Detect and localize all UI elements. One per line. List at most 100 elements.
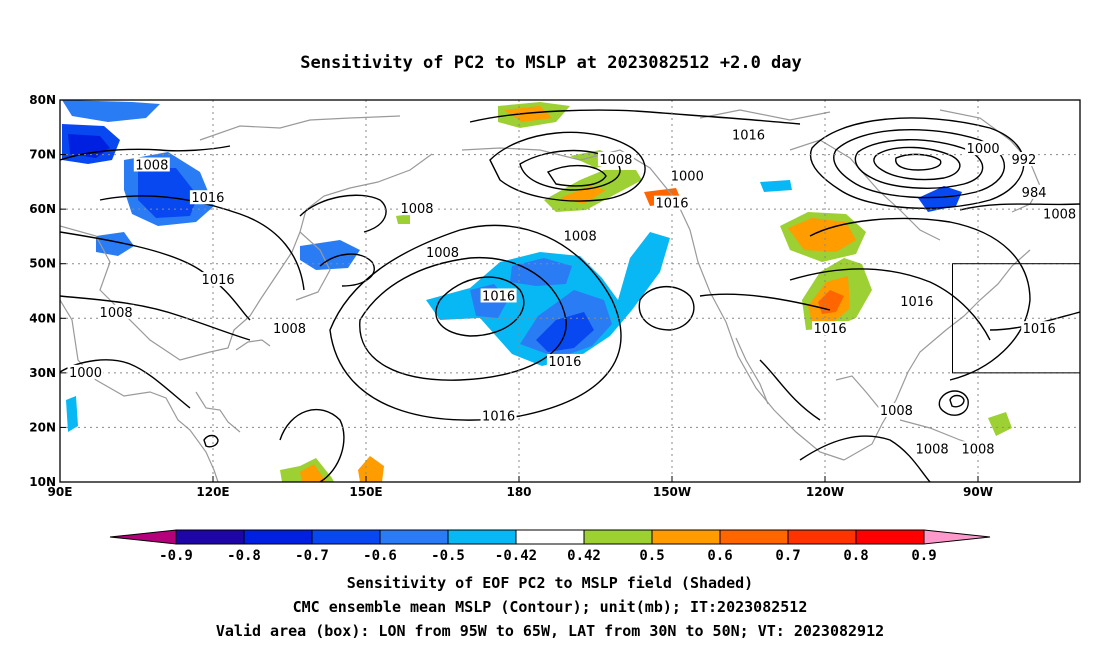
isobar-contour <box>759 359 821 421</box>
colorbar-upper-arrow <box>923 529 991 545</box>
contour-label-background <box>98 304 135 319</box>
contour-label: 992 <box>1011 153 1036 168</box>
colorbar-swatch <box>719 529 789 545</box>
contour-label-background <box>546 353 583 368</box>
colorbar-swatch <box>243 529 313 545</box>
north-america-east-coastline <box>843 249 1031 461</box>
colorbar-swatch <box>855 529 925 545</box>
lon-tick-label: 150W <box>653 485 691 499</box>
contour-label: 1008 <box>1043 208 1076 223</box>
contour-label-background <box>965 141 1002 156</box>
isobar-contour <box>319 253 375 287</box>
colorbar-swatch <box>515 529 585 545</box>
figure-title: Sensitivity of PC2 to MSLP at 2023082512… <box>300 53 802 73</box>
colorbar-swatch <box>311 529 381 545</box>
lat-tick-label: 50N <box>29 257 56 271</box>
contour-label: 1016 <box>900 295 933 310</box>
latitude-axis: 80N 70N 60N 50N 40N 30N 20N 10N <box>29 93 66 489</box>
colorbar: -0.9 -0.8 -0.7 -0.6 -0.5 -0.42 0.42 0.5 0.6 0.7 0.… <box>109 529 991 564</box>
contour-label: 1016 <box>202 273 235 288</box>
colorbar-swatch <box>175 529 245 545</box>
isobar-contour <box>60 231 251 321</box>
contour-label-background <box>562 228 599 243</box>
contour-label: 1008 <box>273 322 306 337</box>
footer-line-1: Sensitivity of EOF PC2 to MSLP field (Sh… <box>347 574 753 592</box>
colorbar-swatch <box>787 529 857 545</box>
contour-label-background <box>399 201 435 216</box>
isobar-contour <box>789 268 991 341</box>
contour-label: 1000 <box>967 142 1000 157</box>
negative-sensitivity-patch <box>66 396 78 432</box>
isobar-contour <box>799 435 931 482</box>
philippines-coastline <box>195 391 241 433</box>
isobar-contour <box>99 195 305 291</box>
isobar-contour <box>809 217 1031 381</box>
contour-label-background <box>200 272 237 287</box>
colorbar-swatch <box>447 529 517 545</box>
contour-label-background <box>878 403 915 418</box>
isobar-contour <box>469 109 801 125</box>
contour-label: 1016 <box>655 197 688 212</box>
low-pressure-contour <box>519 149 621 191</box>
contour-label-background <box>480 408 517 423</box>
south-asia-coastline <box>60 299 219 482</box>
high-pressure-contour <box>359 256 567 381</box>
map-frame: 1016 1008 1000 1000 992 984 1008 1016 1008 1016 10… <box>29 93 1081 499</box>
contour-label-background <box>189 190 226 205</box>
contour-labels: 1016 1008 1000 1000 992 984 1008 1016 1008 1016 10… <box>67 127 1078 457</box>
contour-label-background <box>812 321 849 336</box>
colorbar-label: 0.6 <box>707 548 732 564</box>
contour-label-background <box>669 168 706 183</box>
colorbar-label: 0.7 <box>775 548 800 564</box>
contour-label: 1008 <box>599 153 632 168</box>
high-pressure-contour <box>938 390 969 416</box>
contour-label-background <box>730 127 767 142</box>
low-pressure-contour <box>854 139 984 189</box>
kamchatka-coastline <box>295 231 331 301</box>
lon-tick-label: 90W <box>963 485 993 499</box>
map-border <box>59 99 1081 483</box>
high-pressure-contour <box>949 394 965 408</box>
contour-label: 1016 <box>732 128 765 143</box>
colorbar-swatch <box>583 529 653 545</box>
colorbar-lower-arrow <box>109 529 177 545</box>
contour-label: 1016 <box>1023 322 1056 337</box>
high-pressure-contour <box>203 434 219 448</box>
lat-tick-label: 10N <box>29 475 56 489</box>
lon-tick-label: 120W <box>806 485 844 499</box>
contour-label: 1016 <box>191 191 224 206</box>
contour-label-background <box>960 441 996 456</box>
footer-line-2: CMC ensemble mean MSLP (Contour); unit(m… <box>293 598 808 616</box>
arctic-islands-coastline <box>699 109 831 121</box>
colorbar-label: -0.6 <box>363 548 397 564</box>
high-pressure-contour <box>638 285 695 331</box>
mslp-contours <box>60 109 1080 482</box>
contour-label: 1008 <box>400 202 433 217</box>
high-pressure-contour <box>329 224 622 421</box>
low-pressure-contour <box>489 131 646 202</box>
longitude-axis: 90E120E150E180150W120W90W60W <box>48 476 993 499</box>
isobar-contour <box>299 194 387 233</box>
negative-sensitivity-patch <box>918 186 962 212</box>
japan-coastline <box>235 339 271 351</box>
low-pressure-contour <box>833 129 1006 199</box>
colorbar-label: 0.9 <box>911 548 936 564</box>
contour-label-background <box>133 157 170 172</box>
contour-label-background <box>1021 321 1058 336</box>
colorbar-label: -0.5 <box>431 548 465 564</box>
lat-tick-label: 30N <box>29 366 56 380</box>
contour-label-background <box>480 288 517 303</box>
colorbar-label: 0.8 <box>843 548 868 564</box>
baja-coastline <box>735 337 769 405</box>
footer-line-3: Valid area (box): LON from 95W to 65W, L… <box>216 622 884 640</box>
contour-label-background <box>1020 184 1049 199</box>
contour-label: 1008 <box>426 246 459 261</box>
negative-sensitivity-patch <box>62 100 160 122</box>
contour-label-background <box>424 244 461 259</box>
lat-tick-label: 40N <box>29 311 56 325</box>
contour-label: 1008 <box>564 229 597 244</box>
sensitivity-shading <box>62 100 1012 482</box>
negative-sensitivity-patch <box>760 180 792 192</box>
isobar-contour <box>60 359 191 409</box>
